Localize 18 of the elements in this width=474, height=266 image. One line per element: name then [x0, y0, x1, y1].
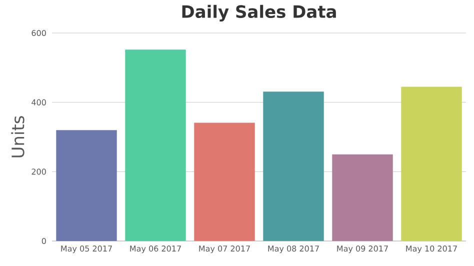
- bar: [56, 130, 117, 241]
- x-tick-label: May 05 2017: [61, 246, 112, 254]
- x-tick-label: May 10 2017: [406, 246, 457, 254]
- bar: [263, 92, 324, 241]
- y-tick-label: 200: [32, 168, 46, 175]
- x-tick-label: May 07 2017: [199, 246, 250, 254]
- bar: [401, 86, 462, 241]
- y-axis-title: Units: [11, 116, 24, 158]
- x-tick-label: May 09 2017: [337, 246, 388, 254]
- bar: [332, 154, 393, 241]
- bar: [125, 50, 186, 241]
- y-tick-label: 400: [32, 99, 46, 106]
- y-tick-label: 0: [42, 238, 46, 244]
- bar: [194, 122, 255, 241]
- chart-title: Daily Sales Data: [182, 4, 336, 22]
- x-tick-label: May 08 2017: [268, 246, 319, 254]
- x-tick-label: May 06 2017: [130, 246, 181, 254]
- y-tick-label: 600: [32, 30, 46, 36]
